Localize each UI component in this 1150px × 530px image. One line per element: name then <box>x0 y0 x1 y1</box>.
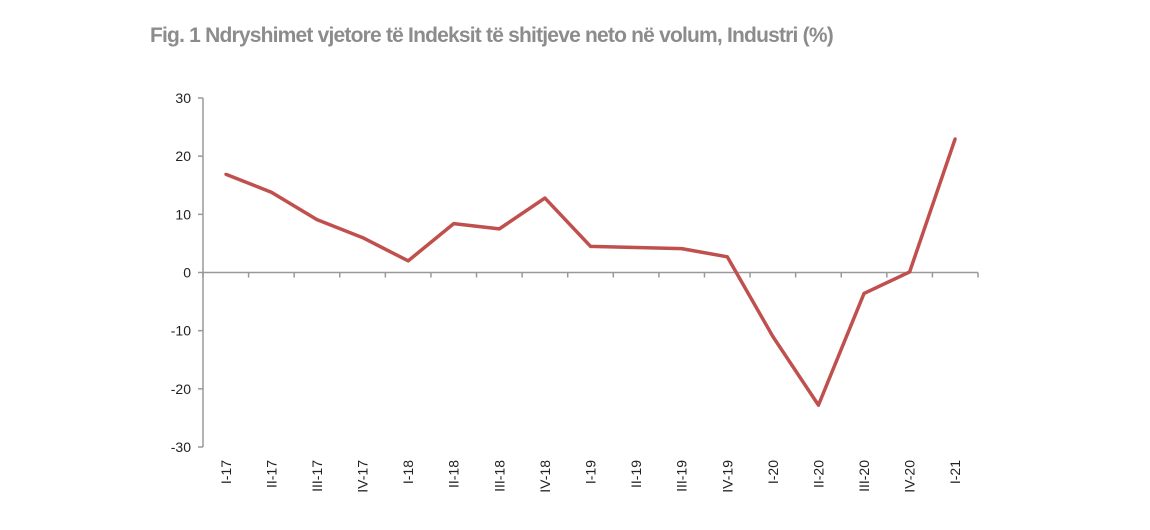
x-tick-label: II-17 <box>263 460 279 488</box>
x-tick-label: II-19 <box>628 460 644 488</box>
x-tick-label: II-20 <box>810 460 826 488</box>
data-point <box>589 244 592 248</box>
data-point <box>361 236 365 240</box>
data-point <box>908 270 912 274</box>
data-point <box>269 190 273 194</box>
x-tick-label: I-21 <box>947 460 963 484</box>
x-tick-label: IV-18 <box>537 460 553 493</box>
data-point <box>406 259 410 263</box>
x-tick-label: II-18 <box>446 460 462 488</box>
data-point <box>771 334 775 338</box>
y-tick-label: -20 <box>171 381 191 397</box>
x-tick-label: III-18 <box>491 460 507 492</box>
x-tick-label: I-17 <box>218 460 234 484</box>
x-tick-label: I-19 <box>583 460 599 484</box>
x-tick-label: I-18 <box>400 460 416 484</box>
data-point <box>953 137 957 141</box>
data-point <box>315 218 319 222</box>
data-point <box>224 172 228 176</box>
data-point <box>816 403 820 407</box>
data-point <box>543 196 547 200</box>
data-point <box>862 291 866 295</box>
data-point <box>452 222 456 226</box>
x-tick-label: III-17 <box>309 460 325 492</box>
chart-title: Fig. 1 Ndryshimet vjetore të Indeksit të… <box>150 24 834 47</box>
y-tick-label: 0 <box>183 265 191 281</box>
data-point <box>725 255 729 259</box>
y-tick-label: -30 <box>171 439 191 455</box>
data-point <box>497 227 501 231</box>
x-tick-label: I-20 <box>765 460 781 484</box>
x-tick-label: IV-20 <box>902 460 918 493</box>
y-tick-label: 20 <box>175 148 191 164</box>
data-point <box>680 247 684 251</box>
y-tick-label: 10 <box>175 206 191 222</box>
x-tick-label: III-19 <box>674 460 690 492</box>
data-point <box>634 245 638 249</box>
x-tick-label: IV-17 <box>355 460 371 493</box>
y-tick-label: -10 <box>171 323 191 339</box>
x-tick-label: IV-19 <box>719 460 735 493</box>
x-tick-label: III-20 <box>856 460 872 492</box>
y-tick-label: 30 <box>175 90 191 106</box>
